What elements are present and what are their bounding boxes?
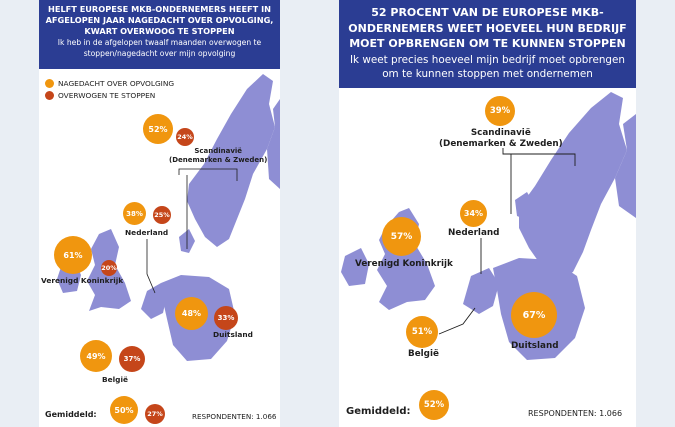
be-leader <box>438 307 476 335</box>
scandinavia-opvolging-bubble: 52% <box>143 114 173 144</box>
right-subtitle: Ik weet precies hoeveel mijn bedrijf moe… <box>349 53 625 80</box>
left-respondents: RESPONDENTEN: 1.066 <box>192 412 277 421</box>
netherlands-bubble: 34% <box>460 200 487 227</box>
legend-label-opvolging: NAGEDACHT OVER OPVOLGING <box>58 78 175 88</box>
average-opvolging-bubble: 50% <box>110 396 138 424</box>
legend-item-stoppen: OVERWOGEN TE STOPPEN <box>45 89 174 101</box>
right-average-label: Gemiddeld: <box>346 406 411 417</box>
uk-stoppen-bubble: 20% <box>101 260 117 276</box>
germany-label: Duitsland <box>213 330 253 339</box>
benelux-land <box>141 283 167 319</box>
germany-stoppen-bubble: 33% <box>214 306 238 330</box>
netherlands-stoppen-bubble: 25% <box>153 206 171 224</box>
germany-bubble: 67% <box>511 292 557 338</box>
left-header: Helft Europese mkb-ondernemers heeft in … <box>39 0 280 69</box>
denmark-land <box>515 192 535 220</box>
germany-opvolging-bubble: 48% <box>175 297 208 330</box>
nl-leader <box>146 239 156 294</box>
scandinavia-stoppen-bubble: 24% <box>176 128 194 146</box>
right-infographic: 52 procent van de Europese mkb-onderneme… <box>339 0 636 427</box>
benelux-land <box>463 268 499 314</box>
right-title: 52 procent van de Europese mkb-onderneme… <box>348 6 627 50</box>
left-infographic: Helft Europese mkb-ondernemers heeft in … <box>39 0 280 427</box>
scandi-leader <box>502 148 576 166</box>
right-header: 52 procent van de Europese mkb-onderneme… <box>339 0 636 88</box>
right-respondents: RESPONDENTEN: 1.066 <box>528 409 623 418</box>
finland-land <box>267 99 280 189</box>
uk-label: Verenigd Koninkrijk <box>41 276 124 285</box>
legend-item-opvolging: NAGEDACHT OVER OPVOLGING <box>45 77 174 89</box>
uk-opvolging-bubble: 61% <box>54 236 92 274</box>
netherlands-label: Nederland <box>448 228 500 238</box>
scandinavia-land <box>187 74 275 247</box>
belgium-stoppen-bubble: 37% <box>119 346 145 372</box>
uk-label: Verenigd Koninkrijk <box>355 259 453 269</box>
ireland-land <box>341 248 369 286</box>
netherlands-label: Nederland <box>125 228 169 237</box>
legend-label-stoppen: OVERWOGEN TE STOPPEN <box>58 90 156 100</box>
belgium-label: België <box>102 375 129 384</box>
average-stoppen-bubble: 27% <box>145 404 165 424</box>
scandinavia-land <box>519 92 627 280</box>
left-average-label: Gemiddeld: <box>45 410 97 419</box>
scandinavia-bubble: 39% <box>485 96 515 126</box>
belgium-opvolging-bubble: 49% <box>80 340 112 372</box>
legend: NAGEDACHT OVER OPVOLGING OVERWOGEN TE ST… <box>45 77 174 101</box>
belgium-bubble: 51% <box>406 316 438 348</box>
germany-label: Duitsland <box>511 341 559 351</box>
scandinavia-label: Scandinavië (Denemarken & Zweden) <box>439 128 563 149</box>
legend-dot-rust <box>45 90 54 100</box>
average-bubble: 52% <box>419 390 449 420</box>
uk-bubble: 57% <box>382 217 421 256</box>
netherlands-opvolging-bubble: 38% <box>123 202 146 225</box>
finland-land <box>615 114 636 218</box>
scandinavia-label: Scandinavië (Denemarken & Zweden) <box>169 147 268 164</box>
belgium-label: België <box>408 349 439 359</box>
scandi-leader <box>178 168 238 181</box>
left-title: Helft Europese mkb-ondernemers heeft in … <box>45 4 274 36</box>
left-subtitle: Ik heb in de afgelopen twaalf maanden ov… <box>57 38 262 58</box>
right-map <box>341 92 636 360</box>
legend-dot-orange <box>45 78 54 88</box>
